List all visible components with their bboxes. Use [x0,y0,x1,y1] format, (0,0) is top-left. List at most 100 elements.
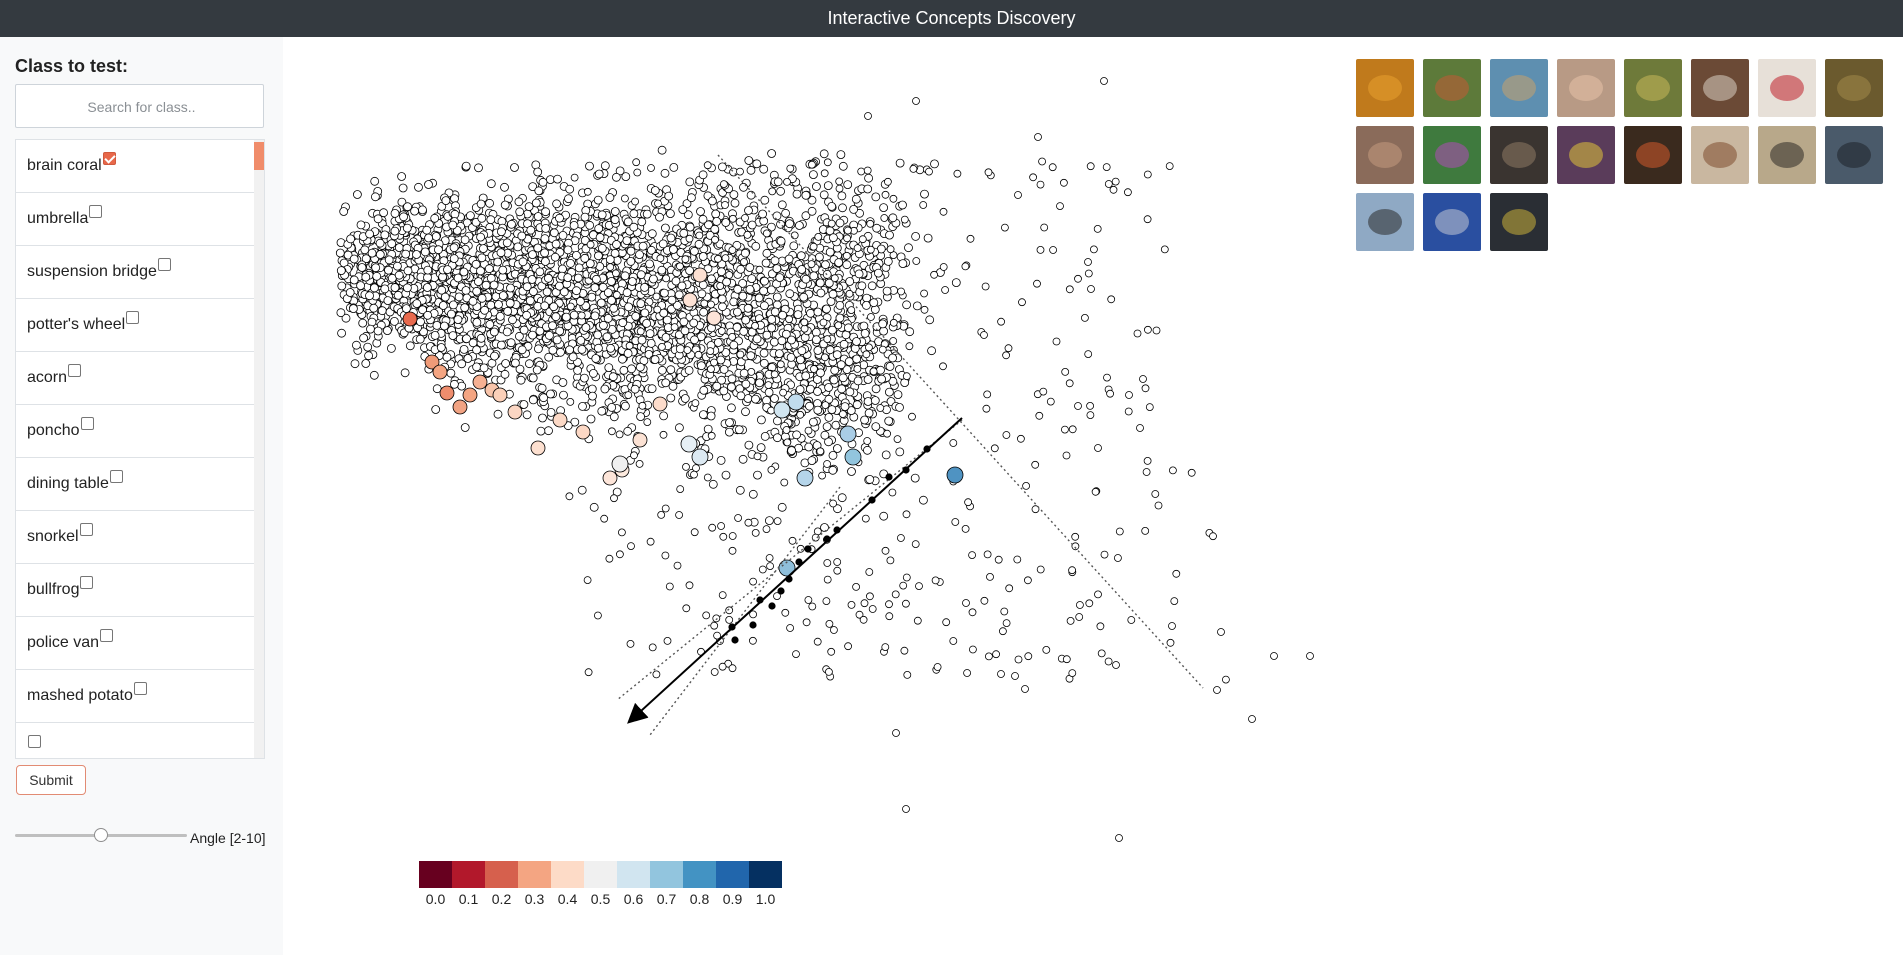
hallway-image[interactable] [1691,59,1749,117]
person-cooking-image[interactable] [1557,126,1615,184]
scatter-point [920,305,929,314]
scatter-point [811,327,821,337]
class-item[interactable]: potter's wheel [16,299,256,352]
purple-box-image[interactable] [1423,126,1481,184]
scatter-point [356,220,366,230]
concept-point [795,558,803,566]
class-item[interactable]: acorn [16,352,256,405]
scatter-point [863,166,872,175]
scatter-point [583,187,592,196]
scatter-point [528,182,538,192]
scatter-point [696,207,705,216]
hands-image[interactable] [1356,126,1414,184]
class-item[interactable]: bullfrog [16,564,256,617]
scatter-point [1086,162,1095,171]
scatter-point [834,258,844,268]
scatter-point [565,492,574,501]
scatter-point [485,198,495,208]
scatter-point [364,351,373,361]
scatter-point [691,399,700,408]
scatter-point [986,573,994,581]
scatter-point [797,265,807,274]
class-item[interactable]: brain coral [16,140,256,193]
scatter-point [717,327,726,335]
plant-flowers-image[interactable] [1624,59,1682,117]
class-item[interactable]: umbrella [16,193,256,246]
mushrooms-image[interactable] [1490,126,1548,184]
beach-image[interactable] [1356,193,1414,251]
scatter-point [821,353,829,362]
class-item[interactable]: police van [16,617,256,670]
scatter-point [886,245,895,254]
class-checkbox[interactable] [157,257,171,271]
scatter-point [630,451,638,460]
class-item[interactable]: mashed potato [16,670,256,723]
scatter-point [682,199,692,209]
pomegranate-tree-image[interactable] [1423,59,1481,117]
submit-button[interactable]: Submit [16,765,86,795]
scatter-point [680,435,698,453]
class-checkbox[interactable] [100,628,114,642]
orange-fruit-image[interactable] [1356,59,1414,117]
class-checkbox[interactable] [126,310,140,324]
scatter-point [472,345,482,355]
paella-pan-image[interactable] [1624,126,1682,184]
class-list-scrollbar-thumb[interactable] [254,142,264,170]
class-item[interactable]: suspension bridge [16,246,256,299]
bread-image[interactable] [1490,59,1548,117]
scatter-point [1213,686,1221,694]
class-item[interactable]: dining table [16,458,256,511]
class-list-scrollbar[interactable] [254,140,264,758]
diving-gear-image[interactable] [1423,193,1481,251]
angle-slider[interactable] [15,824,187,848]
scatter-point [1104,180,1113,188]
room-items-image[interactable] [1691,126,1749,184]
class-list[interactable]: brain coral umbrella suspension bridge pott… [15,139,265,759]
class-checkbox[interactable] [28,734,41,748]
class-checkbox[interactable] [80,416,94,430]
concept-scatter-plot[interactable] [283,37,1353,947]
scatter-point [741,407,750,417]
thumbnail-content [1435,209,1469,235]
legend-swatch [716,861,749,888]
scatter-point [751,241,761,251]
scatter-point [459,344,469,354]
scatter-point [635,362,645,372]
scatter-point [1096,622,1105,631]
scatter-point [844,226,852,235]
noodle-dish-image[interactable] [1557,59,1615,117]
scatter-point [773,517,782,526]
class-checkbox[interactable] [68,363,82,377]
class-item[interactable] [16,723,256,758]
class-checkbox[interactable] [79,522,93,536]
class-item[interactable]: snorkel [16,511,256,564]
frying-pan-image[interactable] [1758,126,1816,184]
scatter-point [717,294,727,304]
red-lamp-image[interactable] [1758,59,1816,117]
moss-texture-image[interactable] [1825,59,1883,117]
scatter-point [822,304,831,314]
scatter-point [999,627,1007,636]
class-checkbox[interactable] [102,151,116,165]
class-item[interactable]: poncho [16,405,256,458]
class-checkbox[interactable] [133,681,147,695]
class-checkbox[interactable] [109,469,123,483]
scatter-point [414,182,423,192]
scatter-point [501,359,511,368]
scatter-point [657,145,667,155]
scatter-point [496,227,506,237]
angle-slider-thumb[interactable] [94,828,108,842]
scatter-point [588,368,598,378]
scatter-point [900,646,909,655]
class-checkbox[interactable] [80,575,94,589]
scatter-point [485,320,495,329]
class-search-input[interactable] [16,85,267,129]
scatter-point [824,383,833,392]
scatter-point [845,289,854,298]
scatter-point [493,257,503,267]
class-checkbox[interactable] [89,204,103,218]
engine-parts-image[interactable] [1490,193,1548,251]
scatter-point [553,174,562,184]
scatter-point [477,213,487,223]
cookware-image[interactable] [1825,126,1883,184]
